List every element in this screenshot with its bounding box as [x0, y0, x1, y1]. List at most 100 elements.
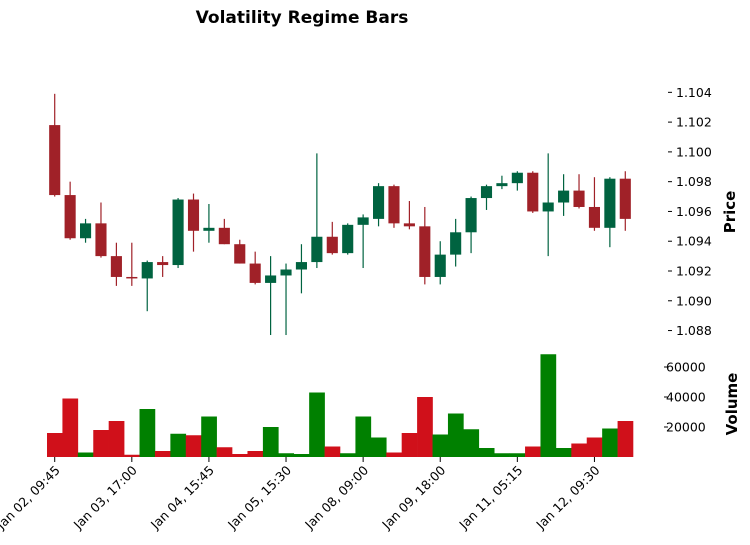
candle-body — [388, 186, 400, 224]
candle-body — [141, 262, 153, 279]
x-axis: Jan 02, 09:45 Jan 03, 17:00 Jan 04, 15:45 J… — [0, 457, 603, 533]
price-tick-label: 1.098 — [676, 174, 712, 189]
volume-bar — [185, 435, 202, 457]
volume-bar — [62, 398, 79, 457]
candle-body — [280, 269, 292, 276]
volume-bar — [340, 453, 356, 457]
volume-bar — [201, 416, 217, 457]
x-tick-label: Jan 04, 15:45 — [147, 463, 217, 533]
candle-body — [496, 183, 508, 187]
volume-bar — [93, 430, 109, 457]
volume-bar — [602, 428, 618, 457]
volume-bar — [555, 448, 572, 457]
candle-body — [450, 232, 462, 255]
volume-bar — [525, 446, 541, 457]
candle-body — [342, 224, 354, 254]
candle-body — [434, 254, 446, 277]
candle-body — [126, 276, 138, 279]
candle-body — [49, 125, 61, 196]
candle-body — [542, 202, 554, 212]
volume-tick-label: 60000 — [666, 360, 706, 375]
candle-body — [295, 262, 307, 270]
candle-body — [110, 256, 122, 277]
candle-body — [558, 190, 570, 203]
chart-title: Volatility Regime Bars — [196, 8, 409, 28]
candle-body — [64, 195, 76, 239]
price-tick-label: 1.092 — [676, 264, 712, 279]
volume-bar — [586, 437, 603, 457]
candle-body — [527, 172, 539, 212]
candle-body — [604, 178, 616, 228]
x-tick-label: Jan 03, 17:00 — [70, 462, 140, 532]
price-tick-label: 1.090 — [676, 293, 712, 308]
price-tick-label: 1.096 — [676, 204, 712, 219]
volume-bar — [293, 454, 310, 457]
price-panel: 1.088 1.090 1.092 1.094 1.096 1.098 1.100 1.102… — [49, 85, 712, 338]
volume-bar — [247, 451, 264, 457]
candle-body — [187, 199, 200, 231]
candle-body — [419, 226, 431, 277]
volume-bar — [309, 392, 325, 457]
price-axis-label: Price — [721, 191, 739, 234]
volume-bar — [494, 453, 510, 457]
price-tick-label: 1.100 — [676, 144, 712, 159]
volume-bar — [386, 452, 402, 457]
volume-panel: 20000 40000 60000 — [47, 354, 706, 457]
volume-bar — [324, 446, 341, 457]
volume-bar — [447, 413, 464, 457]
candle-body — [588, 206, 600, 228]
candle-body — [573, 190, 585, 207]
volume-bar — [617, 421, 634, 457]
volume-bar — [571, 443, 588, 457]
candle-body — [234, 244, 246, 264]
candle-body — [218, 227, 230, 245]
volume-bar — [355, 416, 372, 457]
candle-body — [357, 217, 369, 225]
price-tick-label: 1.094 — [676, 234, 712, 249]
candle-body — [511, 172, 523, 184]
candle-body — [265, 275, 277, 283]
volume-bar — [417, 397, 433, 457]
candle-body — [80, 223, 92, 239]
candle-body — [249, 263, 261, 283]
volume-tick-label: 40000 — [666, 390, 706, 405]
volume-bar — [278, 453, 295, 457]
volume-tick-label: 20000 — [666, 420, 706, 435]
candle-body — [326, 236, 338, 254]
x-tick-label: Jan 12, 09:30 — [532, 462, 602, 532]
volume-bar — [47, 433, 63, 457]
candle-body — [203, 227, 215, 231]
candle-body — [157, 262, 169, 266]
candle-body — [619, 178, 631, 219]
volume-bar — [463, 429, 480, 457]
candle-body — [465, 198, 477, 233]
candle-body — [480, 186, 493, 199]
volume-bar — [170, 433, 187, 457]
x-tick-label: Jan 05, 15:30 — [224, 462, 294, 532]
volume-bar — [77, 452, 94, 457]
volume-bar — [108, 421, 125, 457]
volume-bar — [432, 434, 449, 457]
candle-body — [95, 223, 107, 257]
volume-bar — [124, 454, 140, 457]
volume-bar — [478, 448, 495, 457]
candle-body — [373, 186, 385, 219]
candle-body — [311, 236, 323, 263]
volume-bar — [370, 437, 387, 457]
volume-bar — [509, 453, 526, 457]
volume-bar — [401, 433, 418, 457]
volume-bar — [139, 409, 156, 457]
x-tick-label: Jan 09, 18:00 — [378, 462, 448, 532]
candle-body — [403, 223, 415, 227]
candle-body — [172, 199, 184, 266]
volume-axis-label: Volume — [723, 373, 741, 436]
price-tick-label: 1.104 — [676, 85, 712, 100]
x-tick-label: Jan 02, 09:45 — [0, 463, 63, 533]
price-tick-label: 1.102 — [676, 115, 712, 130]
price-tick-label: 1.088 — [676, 323, 712, 338]
x-tick-label: Jan 11, 05:15 — [455, 463, 525, 533]
x-tick-label: Jan 08, 09:00 — [301, 462, 371, 532]
volume-bar — [154, 451, 171, 457]
